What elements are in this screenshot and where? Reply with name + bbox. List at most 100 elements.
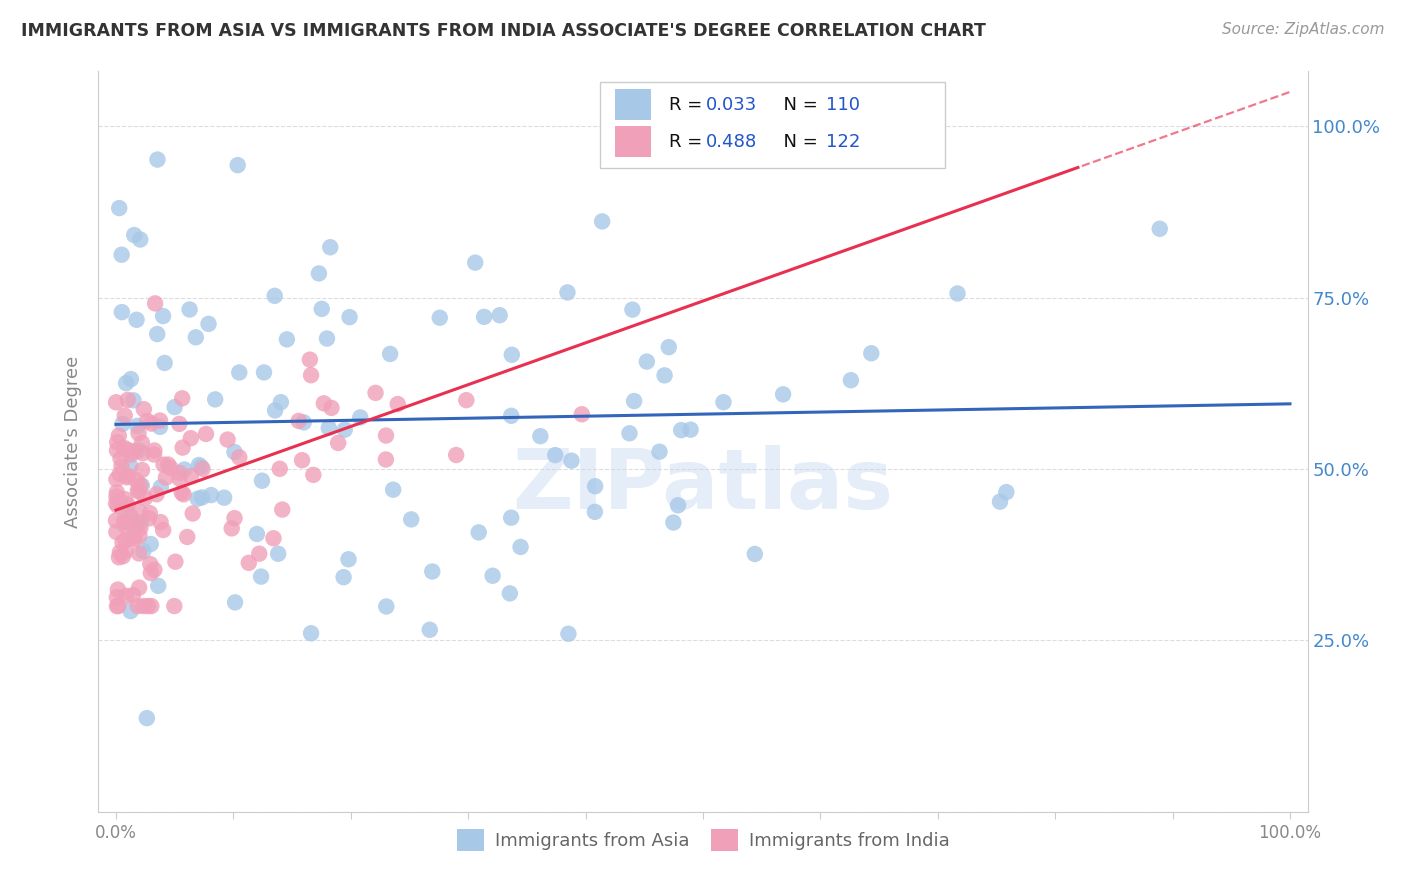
Point [105, 435, 128, 450]
Point [110, 459, 132, 474]
Point [318, 421, 340, 435]
Point [128, 426, 150, 441]
Point [839, 373, 862, 387]
Point [136, 599, 159, 613]
Point [111, 549, 134, 564]
Point [132, 544, 155, 558]
Point [117, 442, 139, 457]
Point [146, 327, 169, 342]
Point [131, 436, 153, 450]
Point [111, 248, 134, 262]
Point [464, 255, 486, 269]
Point [217, 433, 239, 447]
FancyBboxPatch shape [614, 126, 651, 157]
Point [129, 521, 152, 535]
Point [129, 516, 152, 530]
Point [169, 466, 191, 480]
Point [105, 591, 128, 605]
Point [127, 418, 149, 433]
Point [247, 547, 270, 561]
Legend: Immigrants from Asia, Immigrants from India: Immigrants from Asia, Immigrants from In… [450, 822, 956, 858]
Text: ZIPatlas: ZIPatlas [513, 445, 893, 526]
Point [115, 519, 138, 533]
Point [107, 582, 129, 597]
Point [143, 448, 166, 462]
Point [270, 395, 292, 409]
Point [105, 395, 128, 409]
Point [253, 365, 276, 379]
Point [115, 516, 138, 530]
Point [107, 499, 129, 513]
Point [621, 302, 644, 317]
Point [316, 332, 339, 346]
Point [488, 308, 510, 322]
Point [224, 445, 246, 459]
Point [299, 626, 322, 640]
Point [557, 285, 579, 300]
Point [111, 305, 134, 319]
Point [636, 354, 658, 368]
Point [122, 588, 145, 602]
Point [127, 483, 149, 498]
Point [180, 431, 202, 445]
Point [269, 462, 291, 476]
Point [139, 537, 162, 551]
Point [105, 524, 128, 539]
Point [472, 310, 495, 324]
Point [180, 469, 202, 483]
Point [276, 332, 298, 346]
Point [108, 428, 131, 442]
Point [501, 348, 523, 362]
Point [308, 267, 330, 281]
Point [499, 586, 522, 600]
Point [375, 428, 398, 442]
Point [654, 368, 676, 383]
Point [456, 393, 478, 408]
Point [143, 296, 166, 310]
Point [571, 407, 593, 421]
Point [114, 409, 136, 423]
Point [124, 444, 146, 458]
Point [713, 395, 735, 409]
Point [145, 487, 167, 501]
Point [110, 451, 132, 466]
Point [128, 484, 150, 499]
Point [122, 227, 145, 242]
Point [772, 387, 794, 401]
Point [298, 352, 321, 367]
Point [114, 544, 136, 558]
Point [108, 545, 131, 559]
Point [105, 472, 128, 486]
Point [467, 525, 489, 540]
Point [115, 376, 138, 391]
Point [444, 448, 467, 462]
Point [105, 485, 128, 500]
Point [120, 509, 142, 524]
Y-axis label: Associate's Degree: Associate's Degree [65, 355, 83, 528]
Point [190, 459, 212, 474]
Point [264, 403, 287, 417]
Point [271, 502, 294, 516]
Point [134, 491, 156, 505]
Point [105, 513, 128, 527]
Point [501, 510, 523, 524]
Text: IMMIGRANTS FROM ASIA VS IMMIGRANTS FROM INDIA ASSOCIATE'S DEGREE CORRELATION CHA: IMMIGRANTS FROM ASIA VS IMMIGRANTS FROM … [21, 22, 986, 40]
Point [117, 392, 139, 407]
Point [120, 604, 142, 618]
Point [591, 214, 613, 228]
Point [326, 436, 349, 450]
Point [287, 414, 309, 428]
Point [263, 531, 285, 545]
Point [143, 563, 166, 577]
Point [204, 392, 226, 407]
Point [349, 410, 371, 425]
Point [312, 396, 335, 410]
Point [107, 599, 129, 613]
Text: 0.033: 0.033 [706, 95, 756, 113]
Point [387, 397, 409, 411]
Point [187, 491, 209, 506]
Point [228, 450, 250, 465]
Point [544, 448, 567, 462]
Point [583, 505, 606, 519]
Point [224, 511, 246, 525]
